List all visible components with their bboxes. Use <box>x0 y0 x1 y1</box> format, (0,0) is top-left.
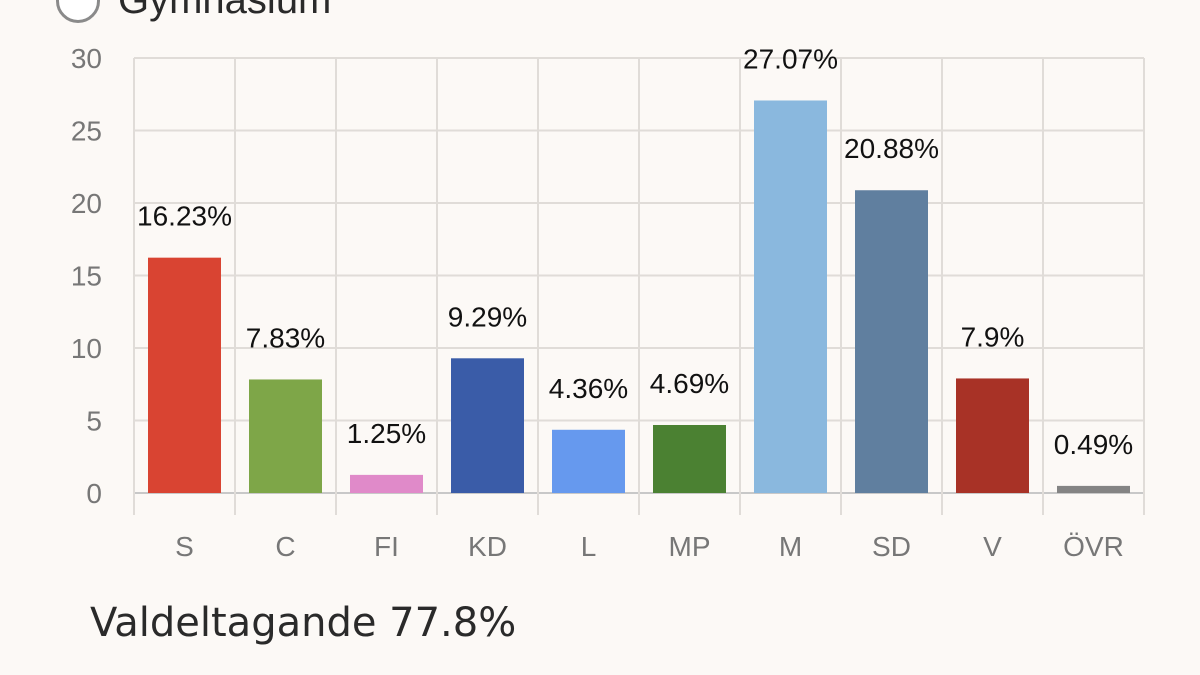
x-tick-label: FI <box>374 531 399 562</box>
data-label: 0.49% <box>1054 429 1133 460</box>
data-label: 20.88% <box>844 133 939 164</box>
y-tick-label: 20 <box>71 188 102 219</box>
data-label: 7.9% <box>961 321 1025 352</box>
bar-s <box>148 257 221 493</box>
data-label: 27.07% <box>743 43 838 74</box>
data-label: 4.36% <box>549 373 628 404</box>
x-tick-label: M <box>779 531 802 562</box>
x-tick-label: C <box>275 531 295 562</box>
bar-fi <box>350 474 423 493</box>
bar-m <box>754 100 827 494</box>
bar-sd <box>855 190 928 494</box>
x-tick-label: L <box>581 531 597 562</box>
y-tick-label: 15 <box>71 261 102 292</box>
x-tick-label: S <box>175 531 194 562</box>
x-tick-label: ÖVR <box>1063 531 1124 562</box>
bar-övr <box>1057 485 1130 493</box>
filter-option-gymnasium[interactable]: Gymnasium <box>56 0 331 23</box>
data-label: 7.83% <box>246 322 325 353</box>
bar-l <box>552 429 625 493</box>
bar-v <box>956 378 1029 493</box>
data-label: 1.25% <box>347 418 426 449</box>
bar-chart: 0 5 10 15 20 25 30 16.23% S 7.83% C 1.25% FI 9.29% KD 4… <box>71 43 1145 562</box>
bar-kd <box>451 358 524 493</box>
y-tick-label: 5 <box>86 406 102 437</box>
turnout-label: Valdeltagande 77.8% <box>90 600 517 646</box>
bar-mp <box>653 424 726 493</box>
x-tick-label: V <box>983 531 1002 562</box>
data-label: 9.29% <box>448 301 527 332</box>
y-tick-label: 10 <box>71 333 102 364</box>
bar-c <box>249 379 322 493</box>
x-tick-label: SD <box>872 531 911 562</box>
y-tick-label: 25 <box>71 116 102 147</box>
filter-option-label: Gymnasium <box>118 0 332 22</box>
y-tick-label: 30 <box>71 43 102 74</box>
data-label: 4.69% <box>650 368 729 399</box>
x-tick-label: KD <box>468 531 507 562</box>
y-tick-label: 0 <box>86 478 102 509</box>
x-tick-label: MP <box>669 531 711 562</box>
data-label: 16.23% <box>137 201 232 232</box>
